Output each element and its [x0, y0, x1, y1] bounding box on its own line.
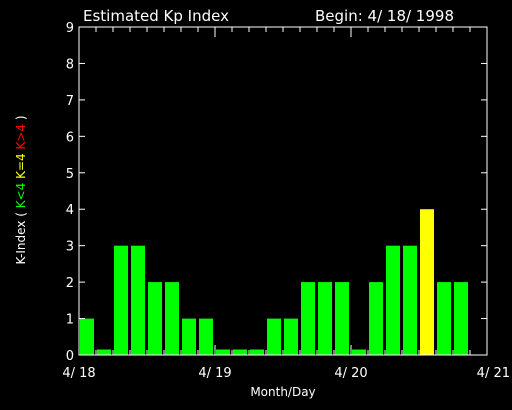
y-tick-label: 0 — [66, 349, 74, 364]
y-tick-label: 2 — [66, 276, 74, 291]
kp-bar — [97, 349, 111, 355]
chart-title: Estimated Kp Index — [83, 7, 229, 25]
kp-bar — [284, 318, 298, 355]
y-axis-label-part: K<4 — [14, 179, 28, 208]
kp-bar — [216, 349, 230, 355]
kp-bar — [437, 282, 451, 355]
kp-bar — [114, 245, 128, 355]
x-tick-label: 4/ 21 — [477, 366, 510, 381]
y-axis-label-part: K=4 — [14, 150, 28, 179]
y-tick-label: 1 — [66, 313, 74, 328]
kp-bar — [148, 282, 162, 355]
kp-bar — [318, 282, 332, 355]
y-axis-label-part: K>4 — [14, 124, 28, 150]
y-tick-label: 6 — [66, 130, 74, 145]
x-axis-ticks: 4/ 18 4/ 19 4/ 20 4/ 21 — [62, 27, 510, 381]
y-axis-label-part: K-Index ( — [14, 208, 28, 264]
kp-bar — [267, 318, 281, 355]
kp-bar — [301, 282, 315, 355]
kp-bar — [131, 245, 145, 355]
kp-bar — [250, 349, 264, 355]
kp-bar — [369, 282, 383, 355]
y-tick-label: 8 — [66, 57, 74, 72]
kp-bar — [182, 318, 196, 355]
y-tick-label: 3 — [66, 240, 74, 255]
kp-bar — [454, 282, 468, 355]
kp-bar — [233, 349, 247, 355]
y-tick-label: 7 — [66, 94, 74, 109]
x-tick-label: 4/ 19 — [198, 366, 231, 381]
y-tick-label: 5 — [66, 167, 74, 182]
y-tick-label: 9 — [66, 21, 74, 36]
x-tick-label: 4/ 18 — [62, 366, 95, 381]
kp-bar — [386, 245, 400, 355]
kp-bar — [165, 282, 179, 355]
bars-group — [80, 209, 468, 355]
kp-bar — [403, 245, 417, 355]
kp-bar — [199, 318, 213, 355]
kp-bar — [352, 349, 366, 355]
y-tick-label: 4 — [66, 203, 74, 218]
y-axis-ticks: 0 1 2 3 4 5 6 7 8 9 — [66, 21, 487, 364]
kp-bar — [80, 318, 94, 355]
kp-bar — [335, 282, 349, 355]
y-axis-label-part: ) — [14, 115, 28, 124]
x-tick-label: 4/ 20 — [334, 366, 367, 381]
chart-subtitle: Begin: 4/ 18/ 1998 — [315, 7, 454, 25]
y-axis-label: K-Index ( K<4 K=4 K>4 ) — [14, 115, 28, 264]
x-axis-label: Month/Day — [250, 385, 315, 399]
kp-bar — [420, 209, 434, 355]
